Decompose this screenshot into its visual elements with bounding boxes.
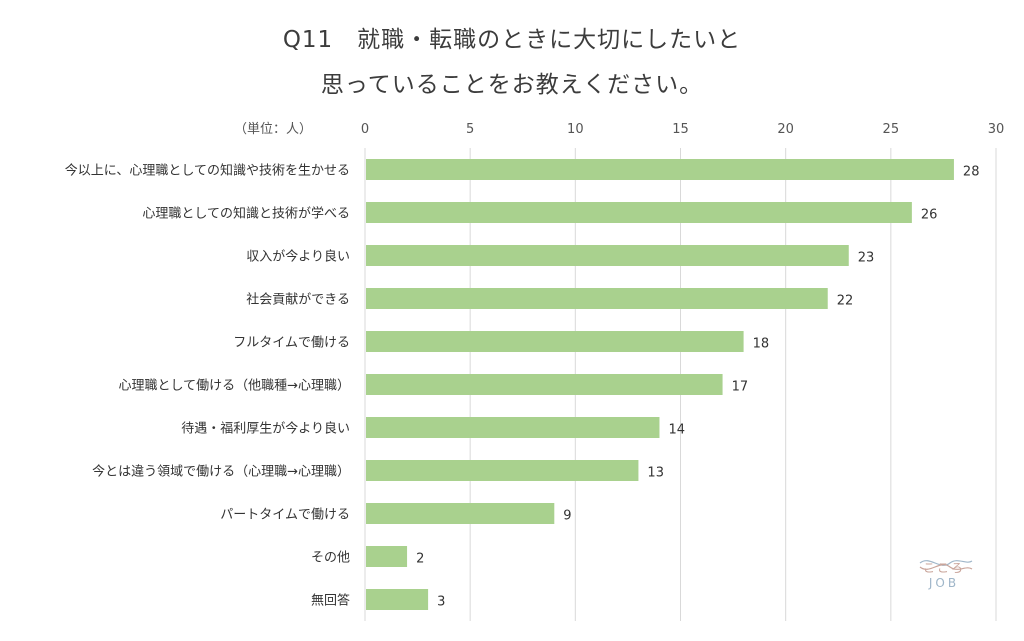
category-label: フルタイムで働ける [233, 336, 350, 351]
data-label: 3 [437, 595, 445, 610]
category-label: 今以上に、心理職としての知識や技術を生かせる [65, 163, 350, 179]
unit-label: （単位：人） [234, 121, 312, 137]
category-label: 今とは違う領域で働ける（心理職→心理職） [92, 464, 350, 480]
bar [366, 374, 723, 395]
category-label: 収入が今より良い [246, 249, 350, 265]
logo-text-kokoro: こころ [922, 561, 965, 575]
bar [366, 202, 912, 223]
category-label: その他 [311, 551, 350, 566]
x-axis-ticks: 0 5 10 15 20 25 30 [361, 122, 1004, 137]
bar [366, 159, 954, 180]
bar [366, 546, 408, 567]
data-label: 26 [921, 208, 938, 223]
bar [366, 589, 429, 610]
category-labels: 今以上に、心理職としての知識や技術を生かせる心理職としての知識と技術が学べる収入… [65, 163, 350, 609]
bar [366, 288, 828, 309]
bar [366, 460, 639, 481]
category-label: 無回答 [311, 593, 350, 609]
data-label: 22 [837, 294, 854, 309]
bars [366, 159, 954, 610]
logo: こころ JOB [912, 553, 976, 590]
bar [366, 503, 555, 524]
category-label: 心理職としての知識と技術が学べる [142, 206, 350, 222]
bar [366, 417, 660, 438]
bar [366, 331, 744, 352]
data-label: 18 [753, 337, 770, 352]
data-label: 17 [732, 380, 749, 395]
category-label: 待遇・福利厚生が今より良い [181, 421, 350, 437]
data-label: 2 [416, 552, 424, 567]
logo-wave-icon [919, 560, 973, 570]
x-tick-label: 15 [672, 122, 689, 137]
data-label: 9 [563, 509, 571, 524]
x-tick-label: 5 [466, 122, 474, 137]
bar [366, 245, 849, 266]
x-tick-label: 20 [777, 122, 794, 137]
category-label: パートタイムで働ける [220, 508, 350, 523]
category-label: 社会貢献ができる [246, 292, 350, 308]
chart-title-line2: 思っていることをお教えください。 [320, 72, 704, 98]
x-tick-label: 25 [883, 122, 900, 137]
logo-text-job: JOB [928, 576, 960, 590]
chart-title-line1: Q11 就職・転職のときに大切にしたいと [282, 27, 742, 53]
category-label: 心理職として働ける（他職種→心理職） [118, 378, 350, 394]
x-tick-label: 10 [567, 122, 584, 137]
data-label: 28 [963, 165, 980, 180]
data-label: 23 [858, 251, 875, 266]
x-tick-label: 0 [361, 122, 369, 137]
x-tick-label: 30 [988, 122, 1005, 137]
data-label: 13 [647, 466, 664, 481]
data-label: 14 [668, 423, 685, 438]
